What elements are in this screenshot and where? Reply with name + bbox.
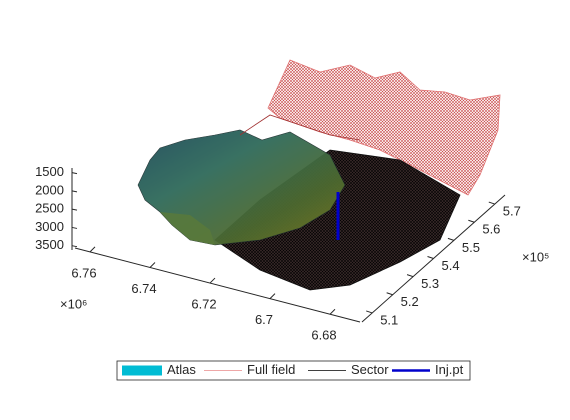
legend-label: Full field: [247, 362, 295, 377]
z-tick: [71, 226, 78, 229]
y-tick-label: 5.4: [442, 258, 460, 273]
z-tick: [71, 190, 78, 193]
x-tick: [269, 293, 276, 299]
full-field-edge: [239, 114, 361, 141]
z-tick-label: 2500: [35, 201, 64, 216]
x-tick: [89, 246, 96, 253]
x-tick: [149, 262, 156, 268]
atlas-cliff: [160, 212, 215, 245]
x-tick-label: 6.74: [131, 281, 156, 296]
y-tick: [468, 219, 475, 223]
x-tick: [329, 308, 336, 315]
y-tick: [386, 292, 393, 296]
y-tick: [406, 274, 414, 278]
x-tick: [209, 277, 216, 284]
y-tick: [366, 310, 373, 314]
y-exponent: ×10⁵: [522, 249, 549, 264]
z-tick: [71, 172, 78, 175]
y-tick-label: 5.2: [401, 294, 419, 309]
x-tick-label: 6.68: [311, 328, 336, 343]
legend-label: Inj.pt: [435, 362, 464, 377]
y-tick-label: 5.7: [503, 204, 521, 219]
y-tick-label: 5.6: [482, 222, 500, 237]
legend-swatch: [122, 365, 162, 376]
x-tick-label: 6.76: [71, 265, 96, 280]
legend-label: Atlas: [167, 362, 196, 377]
z-tick-label: 1500: [35, 164, 64, 179]
x-exponent: ×10⁶: [60, 296, 87, 311]
z-tick-label: 3000: [35, 219, 64, 234]
y-tick: [488, 201, 495, 205]
z-tick: [71, 208, 78, 211]
y-tick-label: 5.5: [462, 240, 480, 255]
x-axis: [74, 247, 361, 323]
legend-box: [116, 360, 471, 381]
x-tick-label: 6.7: [255, 312, 273, 327]
z-tick-label: 3500: [35, 237, 64, 252]
legend: Atlas Full field Sector Inj.pt: [116, 360, 471, 381]
y-tick: [427, 256, 434, 259]
surfaces: [137, 59, 501, 291]
y-tick-label: 5.1: [380, 312, 398, 327]
z-tick-label: 2000: [35, 182, 64, 197]
y-tick: [447, 237, 455, 241]
x-tick-label: 6.72: [191, 296, 216, 311]
y-tick-label: 5.3: [421, 276, 439, 291]
z-tick: [71, 245, 78, 248]
legend-label: Sector: [351, 362, 389, 377]
